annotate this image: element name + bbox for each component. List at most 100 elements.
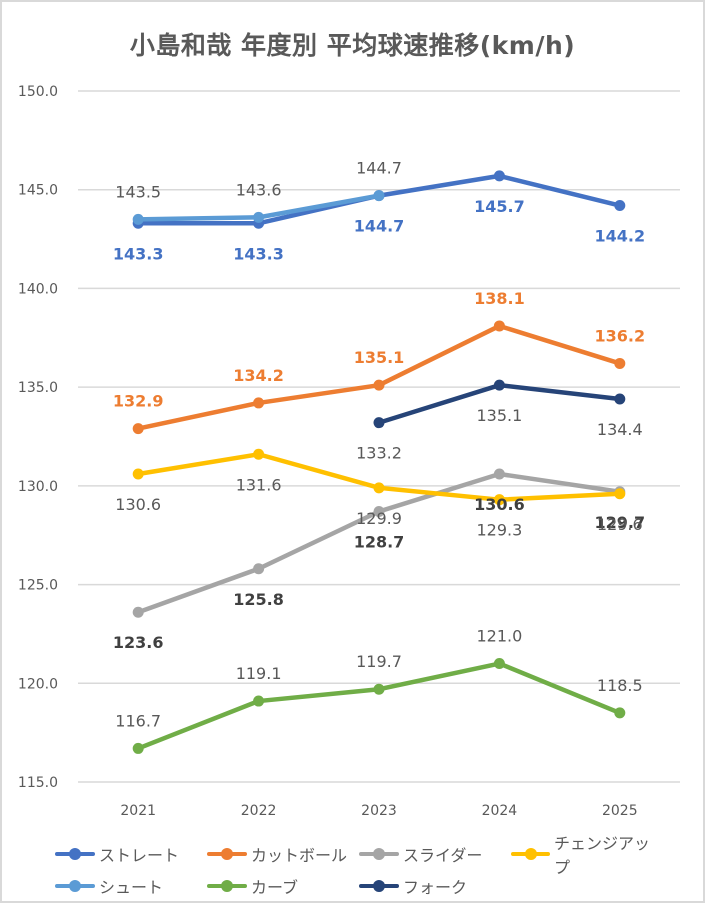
legend-item-changeup[interactable]: チェンジアップ [511, 830, 663, 878]
data-point [132, 742, 144, 754]
x-tick-label: 2025 [602, 803, 638, 819]
data-point [493, 658, 505, 670]
data-point [614, 357, 626, 369]
data-label: 131.6 [236, 475, 282, 494]
x-tick-label: 2022 [241, 803, 277, 819]
data-label: 138.1 [474, 289, 525, 308]
data-point [373, 482, 385, 494]
data-point [253, 448, 265, 460]
data-point [614, 393, 626, 405]
legend-label: カーブ [251, 878, 299, 897]
data-point [614, 200, 626, 212]
series-6 [373, 379, 626, 429]
legend-line-marker-icon [359, 847, 399, 861]
data-label: 119.1 [236, 664, 282, 683]
data-point [493, 494, 505, 506]
data-point [253, 397, 265, 409]
legend-item-shoot[interactable]: シュート [55, 874, 207, 898]
legend-label: チェンジアップ [553, 834, 650, 877]
legend-item-slider[interactable]: スライダー [359, 842, 511, 866]
data-point [253, 211, 265, 223]
data-label: 125.8 [233, 590, 284, 609]
chart-title: 小島和哉 年度別 平均球速推移(km/h) [129, 31, 576, 60]
data-point [493, 468, 505, 480]
data-label: 129.3 [476, 521, 522, 540]
legend-line-marker-icon [511, 847, 550, 861]
data-label: 134.2 [233, 366, 284, 385]
y-axis-ticks: 115.0 120.0 125.0 130.0 135.0 140.0 145.0 150.0 [18, 84, 58, 791]
series-2 [132, 468, 626, 618]
data-labels: 143.3 143.3 144.7 145.7 144.2 132.9 134.2 135.1… [113, 159, 645, 731]
data-point [373, 506, 385, 518]
data-label: 144.7 [354, 217, 405, 236]
legend-label: カットボール [251, 846, 348, 865]
data-point [373, 190, 385, 202]
y-tick-label: 145.0 [18, 183, 58, 199]
data-label: 143.6 [236, 180, 282, 199]
legend-line-marker-icon [207, 879, 247, 893]
x-tick-label: 2023 [361, 803, 397, 819]
legend-line-marker-icon [207, 847, 247, 861]
data-label: 143.3 [113, 244, 164, 263]
y-tick-label: 130.0 [18, 479, 58, 495]
data-label: 135.1 [476, 406, 522, 425]
legend-label: シュート [99, 878, 164, 897]
x-axis-ticks: 2021 2022 2023 2024 2025 [120, 803, 637, 819]
data-label: 116.7 [115, 711, 161, 730]
data-point [373, 379, 385, 391]
legend-label: ストレート [99, 846, 180, 865]
legend-item-curve[interactable]: カーブ [207, 874, 359, 898]
legend-line-marker-icon [55, 847, 95, 861]
data-label: 118.5 [597, 676, 643, 695]
series-lines [132, 170, 626, 754]
data-label: 134.4 [597, 420, 643, 439]
data-point [132, 213, 144, 225]
data-label: 143.3 [233, 244, 284, 263]
legend-line-marker-icon [359, 879, 399, 893]
series-4 [132, 190, 385, 225]
legend-item-fork[interactable]: フォーク [359, 874, 511, 898]
legend-label: スライダー [403, 846, 483, 865]
data-label: 119.7 [356, 652, 402, 671]
data-point [493, 170, 505, 182]
data-label: 129.6 [597, 515, 643, 534]
series-1 [132, 320, 626, 435]
data-point [493, 320, 505, 332]
legend: ストレート カットボール スライダー チェンジアップ シュート カーブ フォーク [55, 834, 675, 902]
y-tick-label: 120.0 [18, 676, 58, 692]
data-label: 130.6 [474, 495, 525, 514]
data-point [373, 683, 385, 695]
data-label: 129.9 [356, 509, 402, 528]
data-label: 121.0 [476, 627, 522, 646]
y-tick-label: 115.0 [18, 775, 58, 791]
data-label: 123.6 [113, 633, 164, 652]
x-tick-label: 2021 [120, 803, 156, 819]
data-point [132, 606, 144, 618]
data-label: 130.6 [115, 495, 161, 514]
data-label: 129.7 [594, 513, 645, 532]
data-point [614, 707, 626, 719]
data-label: 143.5 [115, 182, 161, 201]
data-label: 128.7 [354, 533, 405, 552]
legend-label: フォーク [403, 878, 468, 897]
data-point [132, 468, 144, 480]
y-tick-label: 140.0 [18, 281, 58, 297]
x-tick-label: 2024 [482, 803, 518, 819]
data-point [253, 563, 265, 575]
data-point [253, 695, 265, 707]
data-label: 133.2 [356, 444, 402, 463]
legend-row-2: シュート カーブ フォーク [55, 870, 675, 902]
data-point [373, 417, 385, 429]
data-point [493, 379, 505, 391]
legend-item-straight[interactable]: ストレート [55, 842, 207, 866]
series-5 [132, 658, 626, 754]
legend-item-cutball[interactable]: カットボール [207, 842, 359, 866]
series-line [135, 661, 623, 751]
y-tick-label: 135.0 [18, 380, 58, 396]
data-label: 132.9 [113, 392, 164, 411]
data-point [132, 423, 144, 435]
data-label: 135.1 [354, 348, 405, 367]
series-line [135, 323, 623, 431]
